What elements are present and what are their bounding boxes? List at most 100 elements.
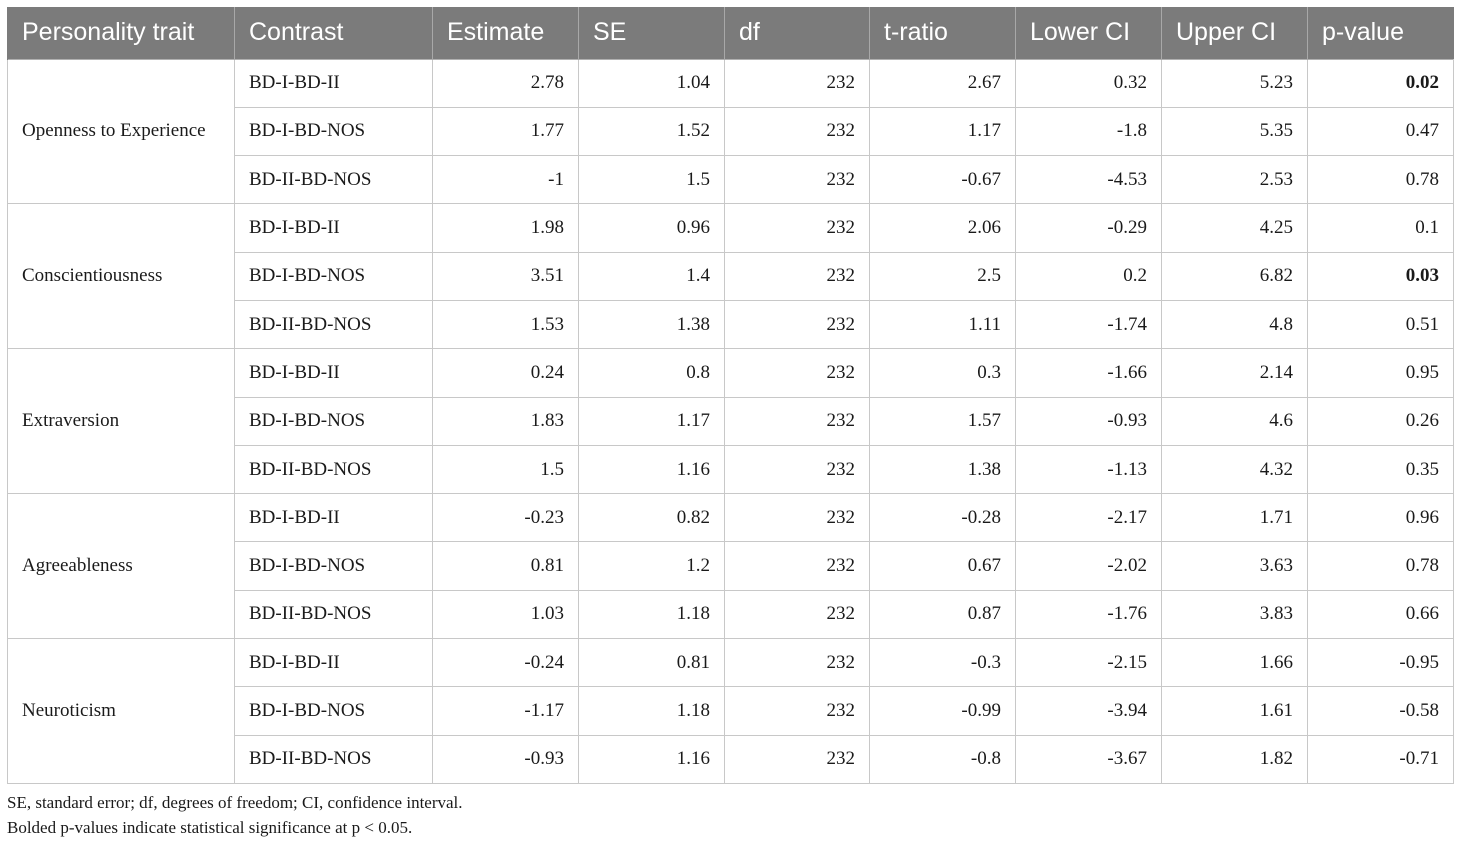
estimate-cell: 0.81 <box>432 541 579 591</box>
contrast-cell: BD-II-BD-NOS <box>234 299 433 350</box>
t-ratio-cell: -0.3 <box>869 638 1016 688</box>
contrast-cell: BD-I-BD-II <box>234 638 433 688</box>
p-value-cell: 0.66 <box>1307 589 1454 640</box>
estimate-cell: 1.53 <box>432 299 579 350</box>
contrast-cell: BD-I-BD-NOS <box>234 106 433 157</box>
df-cell: 232 <box>724 493 870 543</box>
estimate-cell: -0.93 <box>432 734 579 784</box>
table-row: BD-II-BD-NOS -0.93 1.16 232 -0.8 -3.67 1.82 -0.… <box>8 734 1454 784</box>
upper-ci-cell: 1.82 <box>1161 734 1308 784</box>
se-cell: 1.38 <box>578 299 725 350</box>
table-row: Extraversion BD-I-BD-II 0.24 0.8 232 0.3 -1.66… <box>7 348 1454 495</box>
contrast-cell: BD-I-BD-NOS <box>234 686 433 736</box>
df-cell: 232 <box>724 396 870 446</box>
lower-ci-cell: -0.93 <box>1015 396 1162 446</box>
contrast-cell: BD-II-BD-NOS <box>234 155 433 205</box>
t-ratio-cell: 2.06 <box>869 203 1016 253</box>
p-value-cell: 0.78 <box>1307 541 1454 591</box>
table-row: Neuroticism BD-I-BD-II -0.24 0.81 232 -0.3 -2.… <box>7 638 1454 784</box>
t-ratio-cell: 0.3 <box>869 348 1016 398</box>
p-value-cell: 0.96 <box>1307 493 1454 543</box>
p-value-cell: 0.51 <box>1307 299 1454 350</box>
t-ratio-cell: 2.67 <box>869 58 1016 108</box>
estimate-cell: 1.03 <box>432 589 579 640</box>
header-se: SE <box>578 7 725 59</box>
se-cell: 1.52 <box>578 106 725 157</box>
header-df: df <box>724 7 870 59</box>
upper-ci-cell: 4.25 <box>1161 203 1308 253</box>
df-cell: 232 <box>724 155 870 205</box>
contrast-cell: BD-I-BD-NOS <box>234 251 433 301</box>
estimate-cell: 3.51 <box>432 251 579 301</box>
lower-ci-cell: -3.94 <box>1015 686 1162 736</box>
upper-ci-cell: 4.6 <box>1161 396 1308 446</box>
upper-ci-cell: 3.83 <box>1161 589 1308 640</box>
lower-ci-cell: -2.17 <box>1015 493 1162 543</box>
contrast-cell: BD-I-BD-NOS <box>234 541 433 591</box>
header-upper-ci: Upper CI <box>1161 7 1308 59</box>
se-cell: 1.16 <box>578 734 725 784</box>
upper-ci-cell: 1.66 <box>1161 638 1308 688</box>
lower-ci-cell: -2.15 <box>1015 638 1162 688</box>
lower-ci-cell: -3.67 <box>1015 734 1162 784</box>
se-cell: 1.4 <box>578 251 725 301</box>
results-table-container: Personality trait Contrast Estimate SE d… <box>7 7 1454 784</box>
se-cell: 0.8 <box>578 348 725 398</box>
estimate-cell: 1.77 <box>432 106 579 157</box>
upper-ci-cell: 4.32 <box>1161 444 1308 495</box>
table-row: Agreeableness BD-I-BD-II -0.23 0.82 232 -0.28… <box>7 493 1454 640</box>
upper-ci-cell: 1.61 <box>1161 686 1308 736</box>
se-cell: 1.16 <box>578 444 725 495</box>
upper-ci-cell: 1.71 <box>1161 493 1308 543</box>
df-cell: 232 <box>724 58 870 108</box>
upper-ci-cell: 2.14 <box>1161 348 1308 398</box>
p-value-cell: 0.78 <box>1307 155 1454 205</box>
contrast-cell: BD-II-BD-NOS <box>234 589 433 640</box>
se-cell: 1.5 <box>578 155 725 205</box>
contrast-cell: BD-I-BD-II <box>234 348 433 398</box>
df-cell: 232 <box>724 251 870 301</box>
se-cell: 0.82 <box>578 493 725 543</box>
df-cell: 232 <box>724 348 870 398</box>
estimate-cell: 1.5 <box>432 444 579 495</box>
estimate-cell: 2.78 <box>432 58 579 108</box>
lower-ci-cell: 0.32 <box>1015 58 1162 108</box>
estimate-cell: -0.24 <box>432 638 579 688</box>
table-row: BD-II-BD-NOS 1.5 1.16 232 1.38 -1.13 4.32 0.35 <box>8 444 1454 495</box>
lower-ci-cell: -0.29 <box>1015 203 1162 253</box>
table-row: Openness to Experience BD-I-BD-II 2.78 1.04… <box>7 58 1454 205</box>
trait-cell: Conscientiousness <box>7 203 235 350</box>
upper-ci-cell: 3.63 <box>1161 541 1308 591</box>
p-value-cell: -0.95 <box>1307 638 1454 688</box>
lower-ci-cell: -2.02 <box>1015 541 1162 591</box>
estimate-cell: 1.83 <box>432 396 579 446</box>
trait-cell: Openness to Experience <box>7 58 235 205</box>
t-ratio-cell: -0.8 <box>869 734 1016 784</box>
lower-ci-cell: -1.74 <box>1015 299 1162 350</box>
lower-ci-cell: -4.53 <box>1015 155 1162 205</box>
t-ratio-cell: -0.99 <box>869 686 1016 736</box>
header-contrast: Contrast <box>234 7 433 59</box>
se-cell: 0.96 <box>578 203 725 253</box>
trait-cell: Neuroticism <box>7 638 235 784</box>
table-footnotes: SE, standard error; df, degrees of freed… <box>7 790 463 840</box>
se-cell: 1.17 <box>578 396 725 446</box>
upper-ci-cell: 5.35 <box>1161 106 1308 157</box>
table-row: BD-I-BD-NOS 1.77 1.52 232 1.17 -1.8 5.35 0.47 <box>8 106 1454 157</box>
header-estimate: Estimate <box>432 7 579 59</box>
contrast-cell: BD-I-BD-II <box>234 493 433 543</box>
contrast-cell: BD-I-BD-NOS <box>234 396 433 446</box>
lower-ci-cell: -1.13 <box>1015 444 1162 495</box>
upper-ci-cell: 5.23 <box>1161 58 1308 108</box>
table-row: BD-II-BD-NOS -1 1.5 232 -0.67 -4.53 2.53 0.78 <box>8 155 1454 205</box>
t-ratio-cell: 1.57 <box>869 396 1016 446</box>
upper-ci-cell: 4.8 <box>1161 299 1308 350</box>
footnote-abbreviations: SE, standard error; df, degrees of freed… <box>7 793 463 812</box>
header-personality-trait: Personality trait <box>7 7 235 59</box>
t-ratio-cell: -0.67 <box>869 155 1016 205</box>
se-cell: 1.04 <box>578 58 725 108</box>
df-cell: 232 <box>724 299 870 350</box>
t-ratio-cell: 2.5 <box>869 251 1016 301</box>
se-cell: 1.18 <box>578 686 725 736</box>
header-lower-ci: Lower CI <box>1015 7 1162 59</box>
